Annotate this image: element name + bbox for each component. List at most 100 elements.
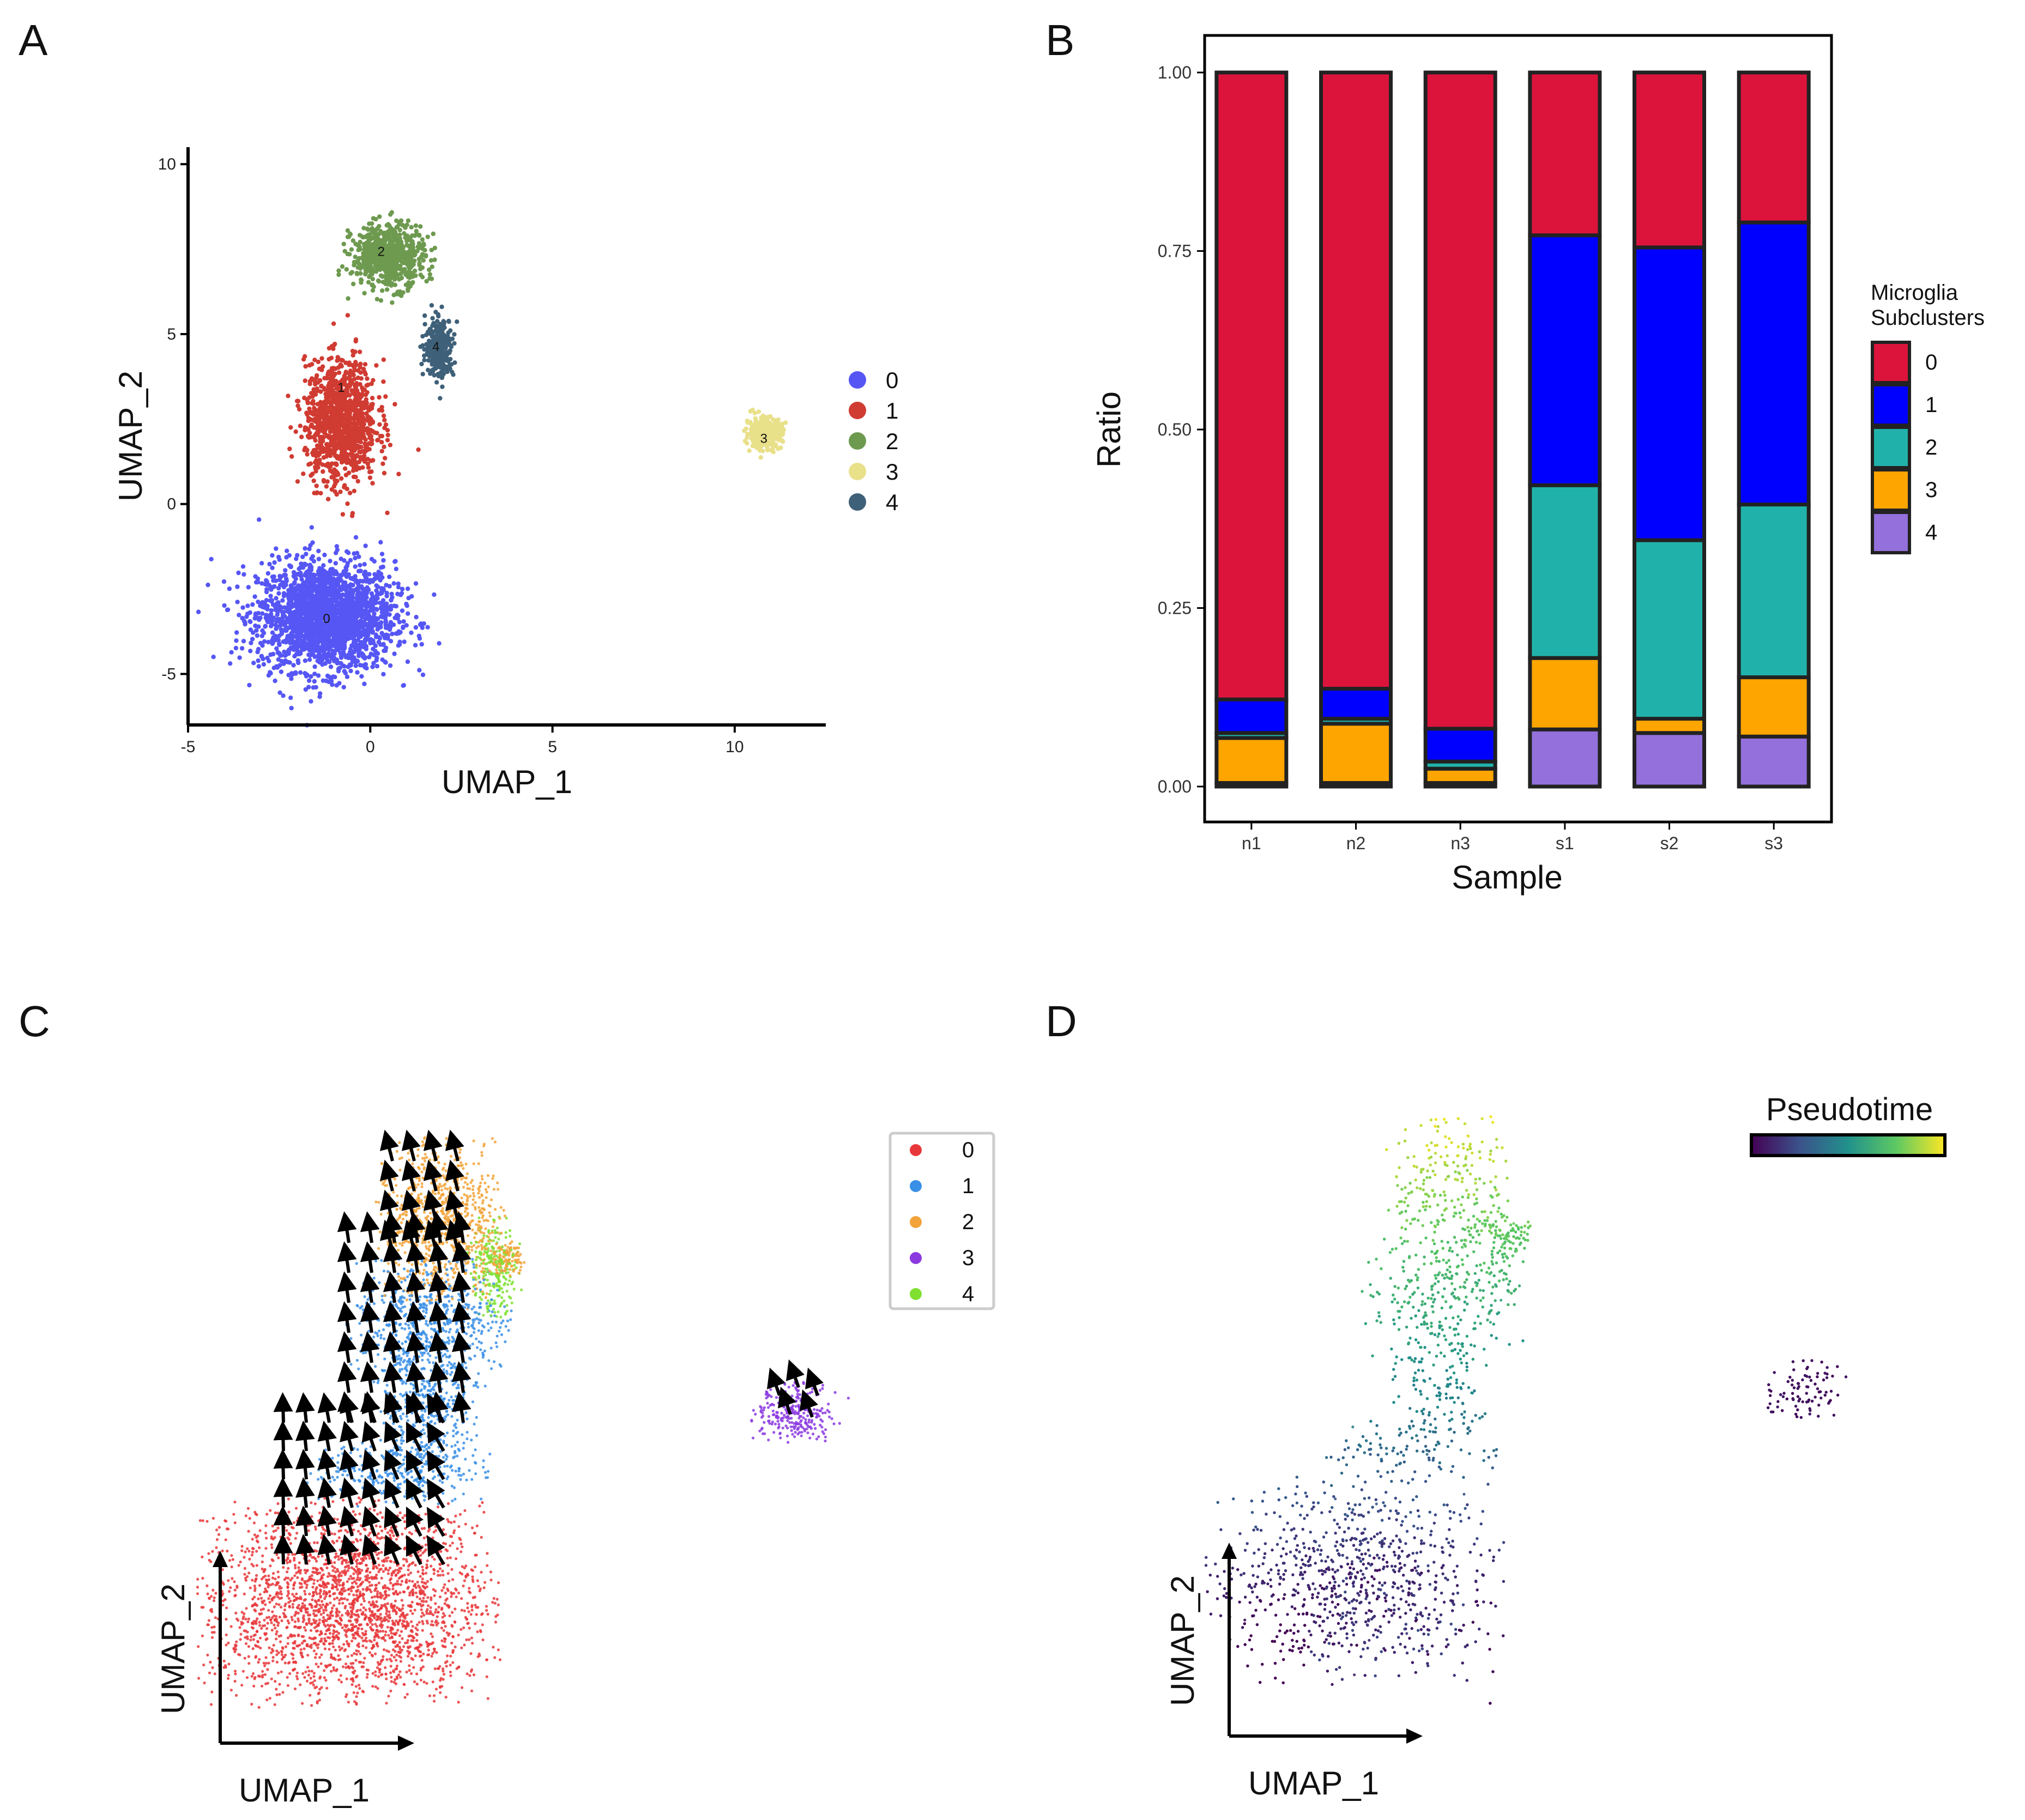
- point: [358, 450, 363, 455]
- point: [302, 448, 307, 452]
- point: [313, 1525, 317, 1528]
- point: [413, 223, 419, 228]
- point: [335, 470, 340, 475]
- point: [354, 424, 359, 429]
- point: [251, 661, 256, 666]
- point: [225, 607, 230, 613]
- point: [288, 696, 293, 700]
- point: [396, 1514, 400, 1517]
- point: [363, 543, 368, 548]
- point: [306, 418, 311, 424]
- point: [402, 231, 407, 236]
- point: [330, 406, 335, 411]
- point: [431, 231, 436, 237]
- bar-n2-segment-0: [1319, 70, 1393, 691]
- point: [745, 435, 749, 440]
- point: [324, 376, 329, 380]
- point: [350, 596, 355, 601]
- point: [504, 1236, 507, 1239]
- point: [404, 603, 409, 608]
- point: [297, 637, 301, 643]
- point: [225, 1633, 228, 1636]
- point: [295, 553, 300, 558]
- point: [277, 642, 282, 648]
- point: [402, 1564, 406, 1567]
- point: [311, 401, 316, 406]
- legend-title-line-1: Microglia: [1871, 281, 1958, 305]
- point: [305, 672, 310, 678]
- point: [440, 333, 446, 338]
- point: [745, 441, 749, 446]
- point: [310, 450, 315, 456]
- point: [460, 1542, 463, 1545]
- bar-s3-segment-3: [1737, 675, 1811, 739]
- bar-n1-segment-3: [1214, 736, 1289, 785]
- point: [349, 430, 355, 434]
- point: [426, 350, 431, 355]
- point: [388, 639, 394, 644]
- point: [404, 257, 409, 262]
- point: [307, 382, 312, 386]
- point: [395, 224, 400, 229]
- point: [426, 367, 431, 372]
- point: [305, 401, 311, 406]
- point: [372, 430, 377, 435]
- point: [309, 525, 314, 530]
- point: [289, 676, 294, 681]
- point: [246, 585, 251, 590]
- point: [362, 632, 367, 638]
- point: [342, 401, 347, 406]
- point: [771, 450, 776, 455]
- point: [331, 321, 336, 326]
- bar-s1-segment-2: [1528, 483, 1602, 660]
- point: [440, 373, 445, 378]
- point: [355, 587, 360, 592]
- point: [283, 640, 288, 645]
- legend-label: 1: [886, 398, 898, 424]
- point: [322, 419, 327, 424]
- point: [235, 584, 240, 589]
- point: [240, 605, 245, 610]
- point: [338, 358, 343, 362]
- point: [265, 571, 270, 576]
- point: [351, 281, 356, 287]
- point: [413, 273, 418, 278]
- point: [288, 616, 293, 622]
- point: [321, 448, 325, 453]
- point: [319, 566, 324, 572]
- point: [365, 457, 370, 462]
- bar-n3-segment-0: [1423, 70, 1497, 731]
- x-tick-label: n3: [1450, 833, 1470, 853]
- point: [352, 488, 356, 493]
- point: [209, 557, 214, 561]
- point: [429, 247, 434, 252]
- point: [358, 419, 363, 424]
- point: [375, 226, 380, 231]
- point: [424, 279, 429, 284]
- point: [346, 598, 351, 603]
- point: [483, 1349, 486, 1353]
- point: [321, 477, 327, 483]
- point: [396, 471, 401, 476]
- point: [316, 631, 321, 636]
- legend-swatch: [849, 493, 866, 511]
- point: [401, 625, 406, 631]
- point: [371, 661, 376, 666]
- point: [378, 540, 383, 545]
- point: [370, 594, 375, 599]
- point: [403, 235, 408, 240]
- point: [315, 462, 321, 467]
- point: [359, 444, 364, 450]
- point: [445, 333, 450, 338]
- point: [395, 244, 400, 249]
- point: [268, 652, 273, 657]
- point: [440, 328, 445, 332]
- point: [425, 1535, 429, 1538]
- point: [325, 450, 330, 455]
- point: [324, 678, 329, 684]
- point: [382, 425, 387, 431]
- point: [382, 1301, 385, 1304]
- point: [336, 370, 342, 375]
